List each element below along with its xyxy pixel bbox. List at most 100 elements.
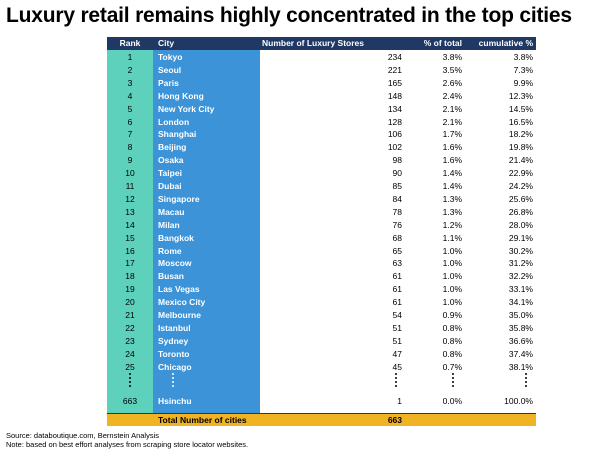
row-city: Macau [158, 206, 185, 217]
row-city: Melbourne [158, 310, 201, 320]
row-rank: 11 [125, 181, 135, 191]
row-rank: 22 [125, 322, 135, 333]
row-rank: 6 [127, 116, 133, 127]
row-cumulative: 19.8% [508, 142, 533, 153]
row-stores: 85 [392, 181, 402, 191]
row-rank: 10 [125, 168, 135, 179]
header-cumulative: cumulative % [478, 38, 533, 48]
cum-ellipsis [524, 373, 528, 389]
row-stores: 148 [387, 90, 402, 101]
row-rank: 17 [125, 258, 135, 269]
row-cumulative: 25.6% [508, 193, 533, 204]
row-cumulative: 35.8% [508, 322, 533, 333]
row-city: London [158, 116, 190, 127]
row-pct: 1.6% [442, 155, 462, 166]
rank-ellipsis [128, 373, 132, 389]
row-cumulative: 28.0% [508, 219, 533, 230]
row-pct: 1.0% [442, 258, 462, 269]
row-cumulative: 7.3% [513, 64, 533, 75]
row-pct: 1.2% [442, 219, 462, 230]
row-stores: 45 [392, 361, 402, 372]
row-stores: 106 [387, 129, 402, 140]
last-row-cumulative: 100.0% [504, 396, 533, 406]
row-rank: 9 [127, 155, 133, 166]
row-cumulative: 38.1% [508, 361, 533, 372]
methodology-note: Note: based on best effort analyses from… [6, 440, 249, 449]
row-stores: 61 [392, 297, 402, 308]
row-rank: 24 [125, 348, 135, 359]
row-city: Milan [158, 219, 180, 230]
row-cumulative: 14.5% [508, 103, 533, 114]
row-rank: 20 [125, 297, 135, 308]
row-pct: 0.9% [442, 310, 462, 320]
row-stores: 134 [387, 103, 402, 114]
row-stores: 102 [387, 142, 402, 153]
row-rank: 4 [127, 90, 133, 101]
row-city: Dubai [158, 181, 182, 191]
row-pct: 1.1% [442, 232, 462, 243]
row-rank: 23 [125, 335, 135, 346]
total-label: Total Number of cities [158, 415, 247, 425]
row-pct: 1.4% [442, 181, 462, 191]
row-stores: 51 [392, 335, 402, 346]
row-stores: 63 [392, 258, 402, 269]
row-cumulative: 35.0% [508, 310, 533, 320]
header-city: City [158, 38, 175, 48]
total-separator [107, 413, 536, 414]
row-pct: 3.5% [442, 64, 462, 75]
row-city: Sydney [158, 335, 189, 346]
row-city: Shanghai [158, 129, 197, 140]
row-cumulative: 30.2% [508, 245, 533, 256]
row-stores: 51 [392, 322, 402, 333]
chart-title: Luxury retail remains highly concentrate… [6, 4, 572, 27]
row-pct: 0.8% [442, 322, 462, 333]
row-cumulative: 29.1% [508, 232, 533, 243]
row-city: Singapore [158, 193, 200, 204]
row-cumulative: 3.8% [513, 52, 533, 62]
row-city: Osaka [158, 155, 184, 166]
row-cumulative: 22.9% [508, 168, 533, 179]
row-pct: 0.8% [442, 348, 462, 359]
row-city: Toronto [158, 348, 190, 359]
row-city: Hong Kong [158, 90, 204, 101]
row-stores: 84 [392, 193, 402, 204]
row-pct: 2.1% [442, 103, 462, 114]
row-cumulative: 33.1% [508, 284, 533, 295]
row-stores: 165 [387, 77, 402, 88]
row-rank: 21 [125, 310, 135, 320]
row-cumulative: 18.2% [508, 129, 533, 140]
source-note: Source: databoutique.com, Bernstein Anal… [6, 431, 160, 440]
row-pct: 0.8% [442, 335, 462, 346]
header-rank: Rank [119, 38, 141, 48]
row-stores: 78 [392, 206, 402, 217]
row-city: Las Vegas [158, 284, 200, 295]
row-rank: 5 [127, 103, 133, 114]
total-value: 663 [387, 415, 402, 425]
row-stores: 47 [392, 348, 402, 359]
row-pct: 2.6% [442, 77, 462, 88]
row-rank: 12 [125, 193, 135, 204]
row-stores: 68 [392, 232, 402, 243]
last-row-city: Hsinchu [158, 396, 192, 406]
row-pct: 1.0% [442, 297, 462, 308]
row-pct: 2.1% [442, 116, 462, 127]
row-stores: 61 [392, 284, 402, 295]
city-column-background [153, 37, 260, 414]
row-pct: 3.8% [442, 52, 462, 62]
row-cumulative: 31.2% [508, 258, 533, 269]
row-rank: 25 [125, 361, 135, 372]
total-row: Total Number of cities 663 [107, 414, 536, 426]
row-city: Seoul [158, 64, 182, 75]
row-rank: 18 [125, 271, 135, 282]
row-cumulative: 12.3% [508, 90, 533, 101]
table-header: Rank City Number of Luxury Stores % of t… [107, 37, 536, 50]
row-pct: 2.4% [442, 90, 462, 101]
row-stores: 76 [392, 219, 402, 230]
row-cumulative: 24.2% [508, 181, 533, 191]
row-pct: 1.4% [442, 168, 462, 179]
row-city: Chicago [158, 361, 192, 372]
row-cumulative: 16.5% [508, 116, 533, 127]
row-city: Taipei [158, 168, 182, 179]
rank-column-background [107, 37, 153, 414]
row-cumulative: 37.4% [508, 348, 533, 359]
